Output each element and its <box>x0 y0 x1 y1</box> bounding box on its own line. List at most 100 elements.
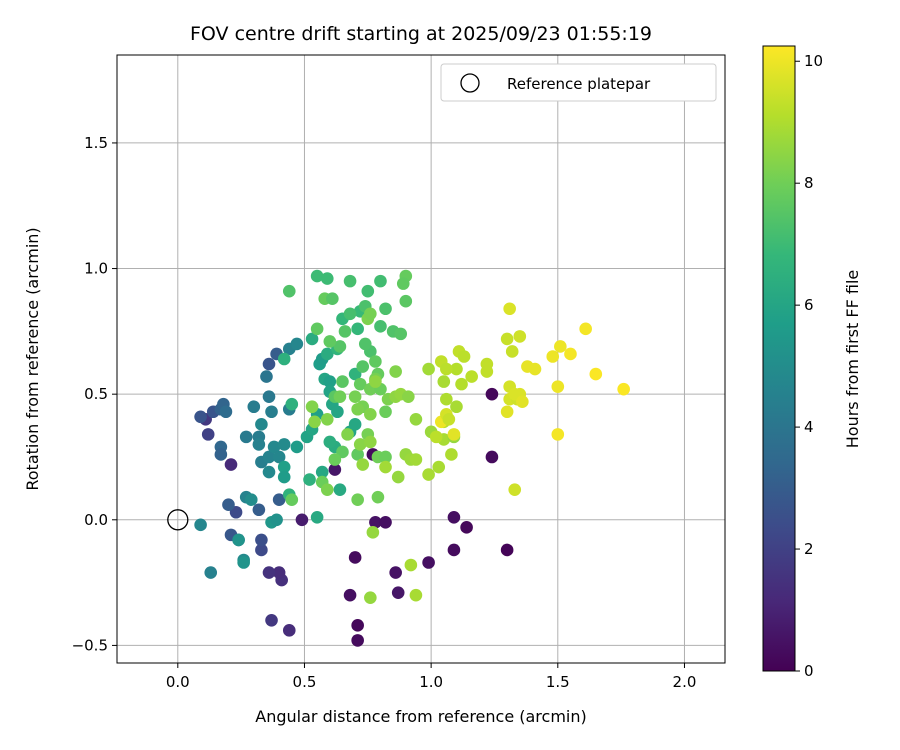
legend-reference-marker-icon <box>460 73 480 93</box>
data-point <box>409 453 423 466</box>
legend: Reference platepar <box>440 63 717 102</box>
data-point <box>323 375 337 388</box>
data-point <box>516 395 529 409</box>
data-point <box>323 335 337 348</box>
data-point <box>262 390 276 403</box>
data-point <box>255 418 268 431</box>
x-tick-label: 2.0 <box>673 673 697 691</box>
data-point <box>343 274 357 288</box>
data-point <box>255 533 268 547</box>
y-axis: −0.5 0.0 0.5 1.0 1.5 <box>72 134 117 654</box>
data-point <box>290 337 304 351</box>
plot-area <box>117 55 725 663</box>
data-point <box>369 516 382 529</box>
legend-label: Reference platepar <box>507 75 651 93</box>
plot-frame <box>116 54 726 664</box>
reference-platepar-marker <box>167 509 189 531</box>
data-point <box>237 556 250 569</box>
data-point <box>272 450 286 464</box>
colorbar-gradient <box>762 45 796 672</box>
x-tick-label: 1.5 <box>546 673 570 691</box>
data-point <box>270 513 283 527</box>
data-point <box>445 448 458 461</box>
y-tick-label: 0.0 <box>84 511 108 529</box>
data-point <box>404 558 418 572</box>
data-point <box>379 516 392 529</box>
data-point <box>394 327 408 341</box>
data-point <box>351 634 364 647</box>
data-point <box>348 418 362 431</box>
data-point <box>341 428 354 441</box>
y-tick-label: 1.5 <box>84 134 108 152</box>
colorbar-tick-label: 10 <box>804 52 823 70</box>
data-point <box>409 588 423 602</box>
data-point <box>333 390 347 403</box>
data-point <box>328 453 342 466</box>
data-point <box>351 402 364 416</box>
data-point <box>389 566 402 579</box>
data-point <box>429 430 443 444</box>
data-point <box>277 460 291 474</box>
data-point <box>262 566 276 579</box>
data-point <box>353 377 367 391</box>
reference-marker-group <box>167 509 189 531</box>
data-point <box>282 624 296 637</box>
data-point <box>399 294 413 308</box>
data-point <box>239 430 253 444</box>
data-point <box>447 510 461 524</box>
data-point <box>402 390 415 403</box>
chart-title: FOV centre drift starting at 2025/09/23 … <box>190 23 652 45</box>
data-point <box>437 375 451 388</box>
data-point <box>447 543 461 557</box>
data-point <box>320 412 334 426</box>
colorbar-tick-label: 6 <box>804 296 814 314</box>
data-point <box>513 330 527 343</box>
data-point <box>262 450 276 464</box>
data-point <box>290 440 304 454</box>
data-point <box>277 352 291 366</box>
colorbar-tick-label: 4 <box>804 418 814 436</box>
data-point <box>328 463 342 476</box>
data-point <box>303 473 316 486</box>
data-point <box>343 307 357 321</box>
data-point <box>391 586 405 599</box>
data-point <box>485 387 499 401</box>
colorbar-ticks: 0 2 4 6 8 10 <box>795 52 823 680</box>
data-point <box>447 428 461 441</box>
data-point <box>295 513 309 527</box>
data-point <box>374 274 387 288</box>
data-point <box>267 440 281 454</box>
data-point <box>589 367 603 381</box>
data-point <box>465 370 478 383</box>
data-point <box>551 428 565 441</box>
data-point <box>351 493 364 506</box>
data-point <box>343 588 357 602</box>
data-point <box>247 400 261 414</box>
x-axis-title: Angular distance from reference (arcmin) <box>255 707 586 726</box>
data-point <box>460 521 473 534</box>
data-point <box>282 284 296 298</box>
data-point <box>364 407 377 421</box>
data-point <box>366 526 380 539</box>
data-point <box>617 382 630 396</box>
data-point <box>338 325 352 338</box>
data-point <box>442 412 456 426</box>
colorbar: 0 2 4 6 8 10 Hours from first FF file <box>762 45 862 680</box>
data-point <box>305 400 319 414</box>
data-point <box>379 460 392 474</box>
data-point <box>194 518 207 532</box>
data-point <box>232 533 245 547</box>
data-point <box>379 302 392 316</box>
data-point <box>244 493 258 506</box>
data-point <box>320 347 334 361</box>
y-tick-label: 1.0 <box>84 260 108 278</box>
data-point <box>222 498 235 512</box>
data-point <box>351 448 364 461</box>
colorbar-label: Hours from first FF file <box>843 270 862 449</box>
colorbar-tick-label: 8 <box>804 174 814 192</box>
data-point <box>351 619 364 632</box>
data-point <box>505 345 519 358</box>
data-point <box>356 360 370 373</box>
colorbar-tick-label: 2 <box>804 540 814 558</box>
